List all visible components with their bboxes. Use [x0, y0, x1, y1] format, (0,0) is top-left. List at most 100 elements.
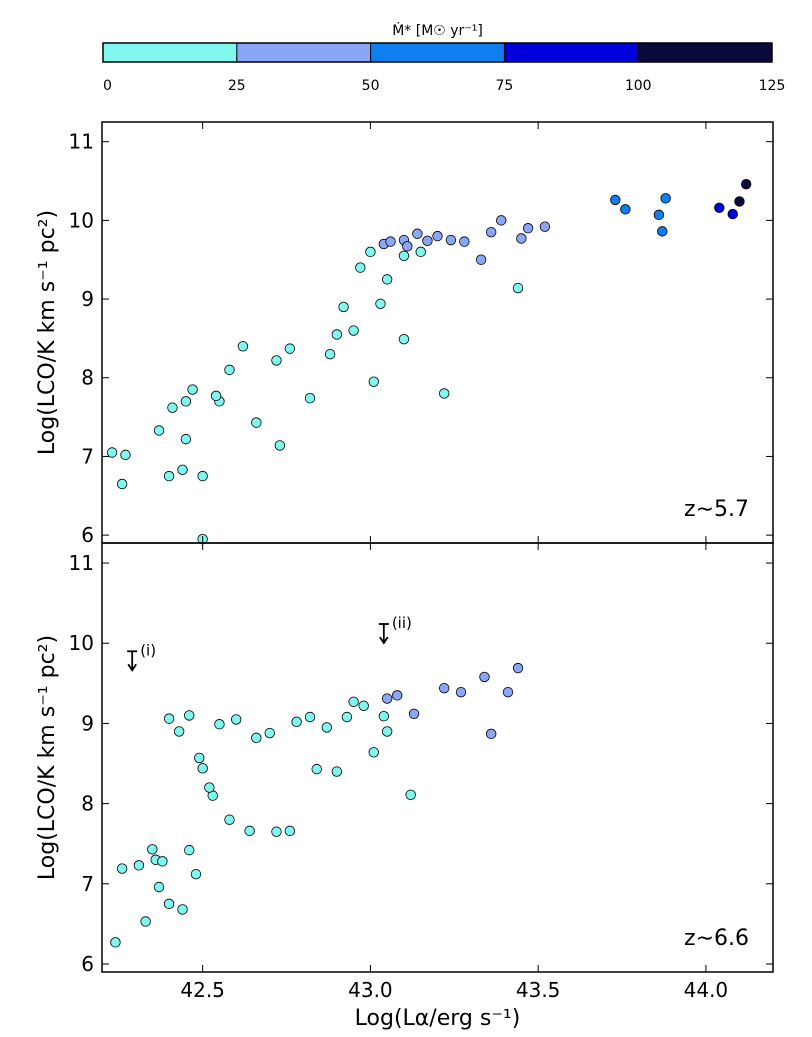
colorbar-tick-label: 50 — [362, 78, 380, 94]
y-tick-label: 7 — [81, 872, 94, 896]
y-tick-label: 6 — [81, 523, 94, 547]
upper-limit-arrowhead — [127, 663, 137, 672]
data-point — [264, 727, 275, 739]
data-point — [224, 814, 235, 825]
x-tick-label: 44.0 — [684, 978, 729, 1002]
data-point — [331, 766, 343, 777]
colorbar-label: Ṁ* [M☉ yr⁻¹] — [392, 21, 483, 39]
data-point — [311, 763, 322, 775]
colorbar-segment-2 — [370, 43, 505, 62]
data-point — [331, 329, 343, 340]
data-point — [412, 228, 423, 239]
y-tick-label: 8 — [81, 792, 94, 816]
y-tick-label: 9 — [81, 711, 94, 735]
data-point — [375, 298, 386, 309]
data-point — [439, 682, 450, 694]
data-point — [398, 250, 410, 261]
data-point — [422, 235, 433, 247]
data-point — [740, 178, 752, 190]
x-tick-label: 43.5 — [516, 978, 561, 1002]
data-point — [237, 341, 249, 352]
data-point — [230, 714, 242, 725]
data-point — [116, 863, 128, 874]
data-point — [153, 881, 165, 893]
data-point — [157, 856, 168, 867]
data-point — [180, 396, 192, 407]
data-point — [405, 789, 416, 800]
data-point — [512, 662, 524, 674]
data-point — [116, 478, 128, 490]
data-point — [251, 732, 262, 744]
data-point — [147, 844, 158, 855]
data-point — [133, 860, 145, 871]
data-point — [358, 700, 369, 711]
data-point — [184, 710, 195, 721]
data-point — [224, 364, 235, 376]
data-point — [415, 246, 426, 258]
data-point — [734, 196, 745, 207]
data-point — [610, 194, 621, 206]
data-point — [368, 747, 379, 758]
data-point — [496, 215, 507, 226]
colorbar-tick-label: 100 — [625, 78, 652, 94]
data-point — [197, 763, 208, 774]
x-axis-label: Log(Lα/erg s⁻¹) — [355, 1006, 521, 1031]
data-point — [173, 726, 185, 737]
data-point — [110, 937, 121, 948]
data-point — [251, 417, 262, 428]
colorbar-segment-4 — [638, 43, 772, 62]
y-axis-label: Log(LCO/K km s⁻¹ pc²) — [35, 635, 60, 880]
y-tick-label: 10 — [69, 208, 94, 232]
data-point — [167, 402, 178, 413]
data-point — [620, 204, 631, 215]
upper-limit-arrowhead — [379, 636, 389, 645]
data-point — [432, 230, 443, 242]
panel-z57: 6 7 8 9 10 11 Log(LCO/K km s⁻¹ pc²) z∼5.7 — [35, 121, 774, 547]
annotation-label: (i) — [140, 641, 156, 659]
data-point — [348, 325, 359, 336]
annotation-label: (ii) — [392, 614, 412, 632]
data-point — [140, 916, 151, 927]
data-point — [392, 690, 403, 701]
panel-z66: 6 7 8 9 10 11 42.5 43.0 43.5 44.0 Log(LCO/K km s⁻¹… — [35, 542, 774, 1002]
y-tick-label: 11 — [69, 551, 94, 575]
data-point — [274, 440, 286, 451]
data-point — [163, 713, 175, 724]
data-point — [381, 274, 393, 285]
data-point — [485, 226, 497, 238]
data-point — [180, 433, 192, 445]
y-tick-label: 10 — [69, 631, 94, 655]
data-point — [727, 208, 738, 220]
data-point — [163, 470, 175, 482]
data-point — [408, 708, 420, 719]
data-point — [120, 449, 131, 461]
data-point — [106, 447, 118, 458]
data-point — [539, 221, 551, 232]
data-point — [194, 752, 205, 764]
x-tick-label: 43.0 — [348, 978, 393, 1002]
y-axis-label: Log(LCO/K km s⁻¹ pc²) — [35, 210, 60, 455]
data-point — [214, 719, 225, 730]
data-point — [378, 711, 390, 722]
data-point — [284, 343, 296, 354]
data-point — [479, 671, 490, 683]
data-point — [163, 898, 175, 910]
data-point — [398, 333, 410, 345]
data-point — [660, 193, 671, 204]
colorbar-segment-0 — [103, 43, 237, 62]
data-point — [304, 393, 316, 404]
data-point — [381, 693, 393, 704]
data-point — [381, 726, 393, 737]
data-point — [455, 686, 467, 698]
colorbar-tick-label: 0 — [103, 78, 112, 94]
data-point — [439, 388, 450, 399]
data-point — [271, 355, 282, 366]
data-point — [184, 844, 195, 856]
colorbar-frame — [102, 42, 773, 63]
data-point — [516, 233, 527, 244]
data-point — [485, 728, 497, 740]
data-point — [177, 464, 188, 476]
data-point — [522, 223, 534, 234]
y-tick-label: 9 — [81, 287, 94, 311]
